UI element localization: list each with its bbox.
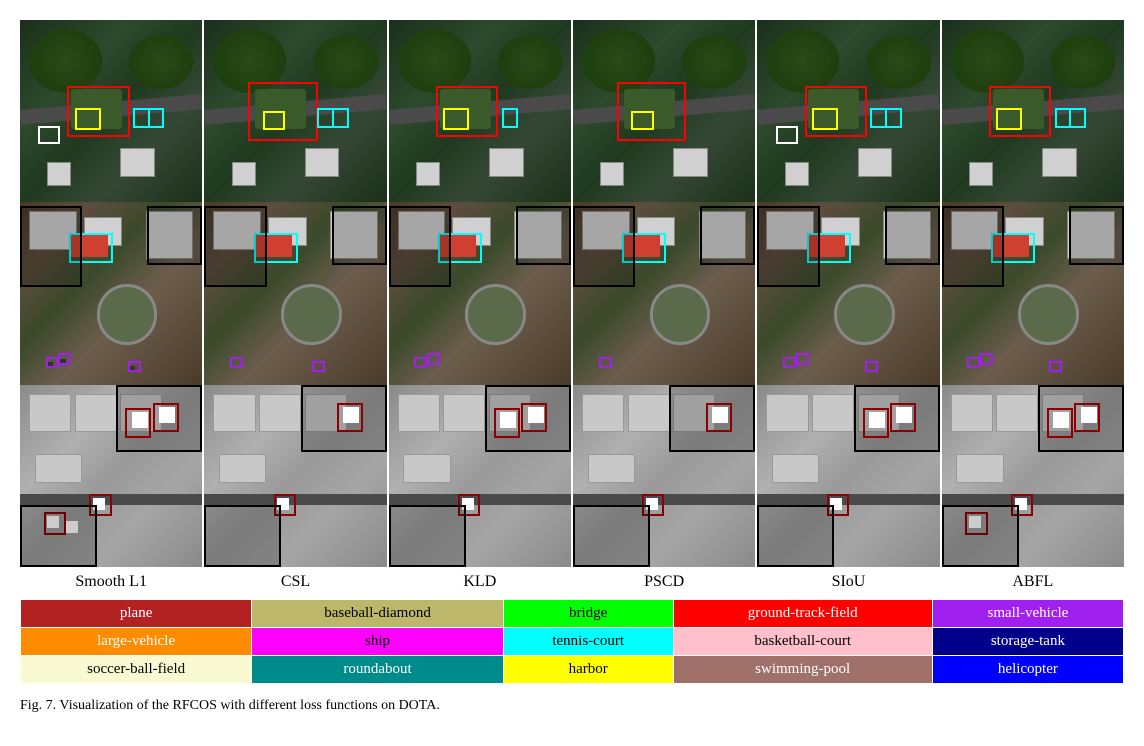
detection-panel (204, 20, 386, 202)
detection-panel (942, 20, 1124, 202)
detection-panel (573, 202, 755, 384)
legend-cell: storage-tank (932, 627, 1123, 655)
legend-cell: basketball-court (673, 627, 932, 655)
legend-cell: soccer-ball-field (21, 655, 252, 683)
detection-panel (204, 385, 386, 567)
method-label: SIoU (757, 569, 939, 595)
detection-panel (389, 202, 571, 384)
legend-row: large-vehicleshiptennis-courtbasketball-… (21, 627, 1124, 655)
legend-cell: swimming-pool (673, 655, 932, 683)
legend-cell: bridge (503, 599, 673, 627)
image-row-1 (20, 20, 1124, 202)
legend-cell: large-vehicle (21, 627, 252, 655)
legend-table: planebaseball-diamondbridgeground-track-… (20, 599, 1124, 684)
image-row-3 (20, 385, 1124, 567)
legend-cell: roundabout (252, 655, 504, 683)
legend-cell: ground-track-field (673, 599, 932, 627)
image-row-2 (20, 202, 1124, 384)
method-label: KLD (389, 569, 571, 595)
legend-cell: harbor (503, 655, 673, 683)
detection-panel (757, 20, 939, 202)
method-label: CSL (204, 569, 386, 595)
detection-panel (20, 385, 202, 567)
method-label: PSCD (573, 569, 755, 595)
method-labels-row: Smooth L1 CSL KLD PSCD SIoU ABFL (20, 569, 1124, 595)
method-label: ABFL (942, 569, 1124, 595)
detection-panel (389, 385, 571, 567)
detection-panel (389, 20, 571, 202)
detection-panel (20, 20, 202, 202)
detection-panel (573, 385, 755, 567)
figure-caption: Fig. 7. Visualization of the RFCOS with … (20, 698, 1124, 714)
method-label: Smooth L1 (20, 569, 202, 595)
detection-panel (757, 202, 939, 384)
legend-cell: small-vehicle (932, 599, 1123, 627)
detection-panel (20, 202, 202, 384)
image-grid (20, 20, 1124, 567)
detection-panel (757, 385, 939, 567)
detection-panel (942, 385, 1124, 567)
legend-cell: helicopter (932, 655, 1123, 683)
legend-row: soccer-ball-fieldroundaboutharborswimmin… (21, 655, 1124, 683)
figure-container: Smooth L1 CSL KLD PSCD SIoU ABFL planeba… (20, 20, 1124, 714)
legend-cell: tennis-court (503, 627, 673, 655)
detection-panel (204, 202, 386, 384)
detection-panel (573, 20, 755, 202)
detection-panel (942, 202, 1124, 384)
legend-cell: baseball-diamond (252, 599, 504, 627)
legend-row: planebaseball-diamondbridgeground-track-… (21, 599, 1124, 627)
legend-cell: ship (252, 627, 504, 655)
legend-cell: plane (21, 599, 252, 627)
